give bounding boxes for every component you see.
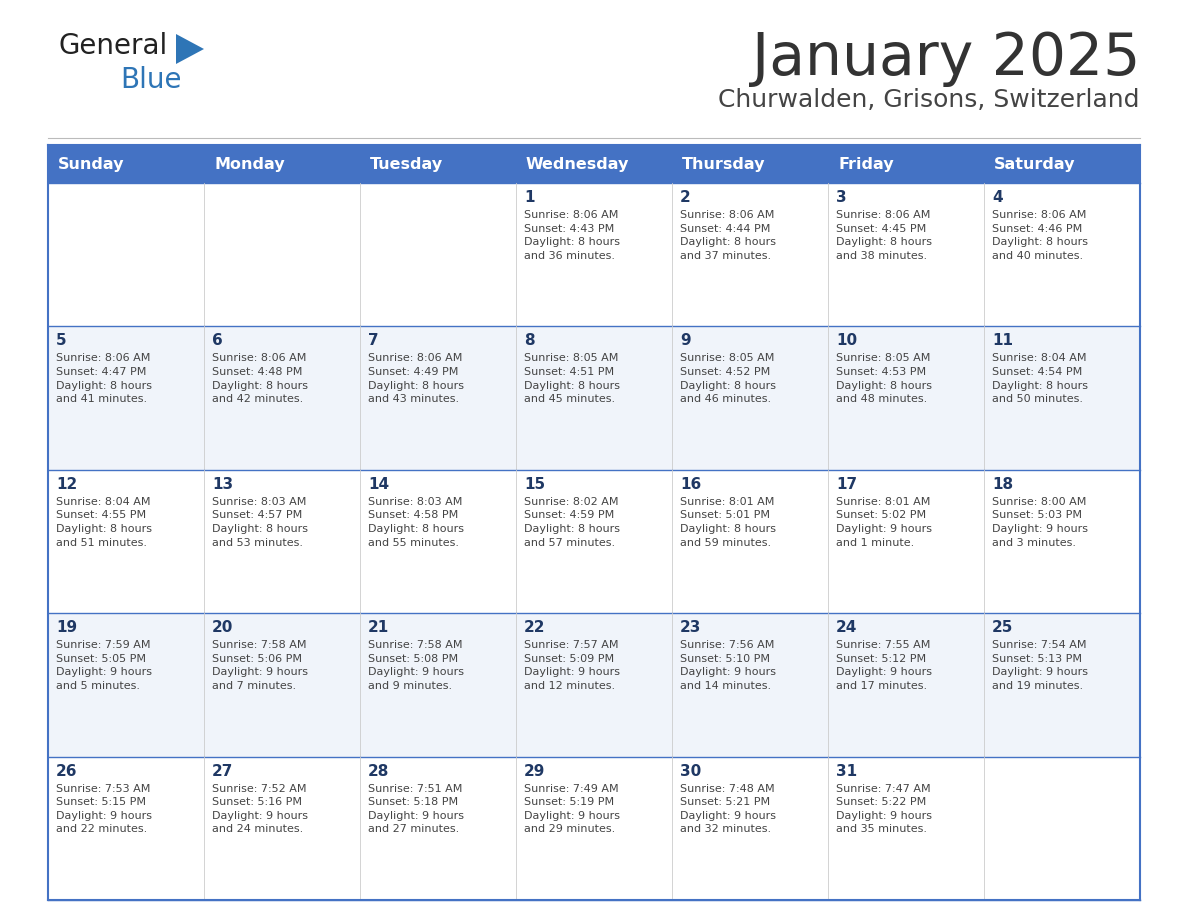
Text: Sunrise: 7:47 AM
Sunset: 5:22 PM
Daylight: 9 hours
and 35 minutes.: Sunrise: 7:47 AM Sunset: 5:22 PM Dayligh… [836, 784, 933, 834]
Text: Thursday: Thursday [682, 156, 765, 172]
Text: Tuesday: Tuesday [369, 156, 443, 172]
Text: Sunrise: 7:52 AM
Sunset: 5:16 PM
Daylight: 9 hours
and 24 minutes.: Sunrise: 7:52 AM Sunset: 5:16 PM Dayligh… [211, 784, 308, 834]
Text: Sunrise: 8:05 AM
Sunset: 4:53 PM
Daylight: 8 hours
and 48 minutes.: Sunrise: 8:05 AM Sunset: 4:53 PM Dayligh… [836, 353, 933, 404]
Text: Sunrise: 8:03 AM
Sunset: 4:58 PM
Daylight: 8 hours
and 55 minutes.: Sunrise: 8:03 AM Sunset: 4:58 PM Dayligh… [368, 497, 465, 548]
Polygon shape [176, 34, 204, 64]
Text: 29: 29 [524, 764, 545, 778]
Text: Sunrise: 8:00 AM
Sunset: 5:03 PM
Daylight: 9 hours
and 3 minutes.: Sunrise: 8:00 AM Sunset: 5:03 PM Dayligh… [992, 497, 1088, 548]
Text: Saturday: Saturday [994, 156, 1075, 172]
Text: 15: 15 [524, 476, 545, 492]
Text: 11: 11 [992, 333, 1013, 349]
Text: 14: 14 [368, 476, 390, 492]
Text: 27: 27 [211, 764, 233, 778]
Text: 17: 17 [836, 476, 857, 492]
Text: Sunrise: 7:56 AM
Sunset: 5:10 PM
Daylight: 9 hours
and 14 minutes.: Sunrise: 7:56 AM Sunset: 5:10 PM Dayligh… [680, 640, 776, 691]
Text: Sunrise: 8:06 AM
Sunset: 4:43 PM
Daylight: 8 hours
and 36 minutes.: Sunrise: 8:06 AM Sunset: 4:43 PM Dayligh… [524, 210, 620, 261]
Text: 10: 10 [836, 333, 857, 349]
Text: Monday: Monday [214, 156, 285, 172]
Text: Sunday: Sunday [58, 156, 125, 172]
Text: Churwalden, Grisons, Switzerland: Churwalden, Grisons, Switzerland [719, 88, 1140, 112]
Text: 20: 20 [211, 621, 233, 635]
Text: Sunrise: 7:57 AM
Sunset: 5:09 PM
Daylight: 9 hours
and 12 minutes.: Sunrise: 7:57 AM Sunset: 5:09 PM Dayligh… [524, 640, 620, 691]
Text: 9: 9 [680, 333, 690, 349]
Text: Sunrise: 8:06 AM
Sunset: 4:47 PM
Daylight: 8 hours
and 41 minutes.: Sunrise: 8:06 AM Sunset: 4:47 PM Dayligh… [56, 353, 152, 404]
Text: 5: 5 [56, 333, 67, 349]
Text: 24: 24 [836, 621, 858, 635]
Bar [48, 327, 1140, 470]
Text: 26: 26 [56, 764, 77, 778]
Text: 22: 22 [524, 621, 545, 635]
Text: Friday: Friday [838, 156, 893, 172]
Text: Wednesday: Wednesday [526, 156, 630, 172]
Text: Sunrise: 8:04 AM
Sunset: 4:54 PM
Daylight: 8 hours
and 50 minutes.: Sunrise: 8:04 AM Sunset: 4:54 PM Dayligh… [992, 353, 1088, 404]
Text: Sunrise: 8:06 AM
Sunset: 4:48 PM
Daylight: 8 hours
and 42 minutes.: Sunrise: 8:06 AM Sunset: 4:48 PM Dayligh… [211, 353, 308, 404]
Text: Sunrise: 7:53 AM
Sunset: 5:15 PM
Daylight: 9 hours
and 22 minutes.: Sunrise: 7:53 AM Sunset: 5:15 PM Dayligh… [56, 784, 152, 834]
Text: 6: 6 [211, 333, 223, 349]
Text: 18: 18 [992, 476, 1013, 492]
Text: 21: 21 [368, 621, 390, 635]
Text: Sunrise: 7:59 AM
Sunset: 5:05 PM
Daylight: 9 hours
and 5 minutes.: Sunrise: 7:59 AM Sunset: 5:05 PM Dayligh… [56, 640, 152, 691]
Text: Sunrise: 7:55 AM
Sunset: 5:12 PM
Daylight: 9 hours
and 17 minutes.: Sunrise: 7:55 AM Sunset: 5:12 PM Dayligh… [836, 640, 933, 691]
Text: Sunrise: 8:06 AM
Sunset: 4:44 PM
Daylight: 8 hours
and 37 minutes.: Sunrise: 8:06 AM Sunset: 4:44 PM Dayligh… [680, 210, 776, 261]
Text: General: General [58, 32, 168, 60]
Bar [48, 613, 1140, 756]
Text: Sunrise: 8:01 AM
Sunset: 5:02 PM
Daylight: 9 hours
and 1 minute.: Sunrise: 8:01 AM Sunset: 5:02 PM Dayligh… [836, 497, 933, 548]
Text: Sunrise: 7:48 AM
Sunset: 5:21 PM
Daylight: 9 hours
and 32 minutes.: Sunrise: 7:48 AM Sunset: 5:21 PM Dayligh… [680, 784, 776, 834]
Text: Sunrise: 8:01 AM
Sunset: 5:01 PM
Daylight: 8 hours
and 59 minutes.: Sunrise: 8:01 AM Sunset: 5:01 PM Dayligh… [680, 497, 776, 548]
Text: Sunrise: 8:06 AM
Sunset: 4:46 PM
Daylight: 8 hours
and 40 minutes.: Sunrise: 8:06 AM Sunset: 4:46 PM Dayligh… [992, 210, 1088, 261]
Text: Sunrise: 8:03 AM
Sunset: 4:57 PM
Daylight: 8 hours
and 53 minutes.: Sunrise: 8:03 AM Sunset: 4:57 PM Dayligh… [211, 497, 308, 548]
Text: Sunrise: 8:06 AM
Sunset: 4:49 PM
Daylight: 8 hours
and 43 minutes.: Sunrise: 8:06 AM Sunset: 4:49 PM Dayligh… [368, 353, 465, 404]
Text: 2: 2 [680, 190, 690, 205]
Text: 16: 16 [680, 476, 701, 492]
Text: 23: 23 [680, 621, 701, 635]
Text: 12: 12 [56, 476, 77, 492]
Text: Sunrise: 8:02 AM
Sunset: 4:59 PM
Daylight: 8 hours
and 57 minutes.: Sunrise: 8:02 AM Sunset: 4:59 PM Dayligh… [524, 497, 620, 548]
Bar [48, 756, 1140, 900]
Text: Sunrise: 7:54 AM
Sunset: 5:13 PM
Daylight: 9 hours
and 19 minutes.: Sunrise: 7:54 AM Sunset: 5:13 PM Dayligh… [992, 640, 1088, 691]
Text: 25: 25 [992, 621, 1013, 635]
Text: Sunrise: 8:05 AM
Sunset: 4:52 PM
Daylight: 8 hours
and 46 minutes.: Sunrise: 8:05 AM Sunset: 4:52 PM Dayligh… [680, 353, 776, 404]
Text: Blue: Blue [120, 66, 182, 94]
Text: 4: 4 [992, 190, 1003, 205]
Text: Sunrise: 8:04 AM
Sunset: 4:55 PM
Daylight: 8 hours
and 51 minutes.: Sunrise: 8:04 AM Sunset: 4:55 PM Dayligh… [56, 497, 152, 548]
Text: 19: 19 [56, 621, 77, 635]
Text: 13: 13 [211, 476, 233, 492]
Text: 31: 31 [836, 764, 857, 778]
Text: 28: 28 [368, 764, 390, 778]
Bar [48, 145, 1140, 183]
Bar [48, 470, 1140, 613]
Text: 7: 7 [368, 333, 379, 349]
Bar [48, 183, 1140, 327]
Text: Sunrise: 7:58 AM
Sunset: 5:08 PM
Daylight: 9 hours
and 9 minutes.: Sunrise: 7:58 AM Sunset: 5:08 PM Dayligh… [368, 640, 465, 691]
Text: Sunrise: 8:05 AM
Sunset: 4:51 PM
Daylight: 8 hours
and 45 minutes.: Sunrise: 8:05 AM Sunset: 4:51 PM Dayligh… [524, 353, 620, 404]
Text: 30: 30 [680, 764, 701, 778]
Text: January 2025: January 2025 [752, 30, 1140, 87]
Text: Sunrise: 8:06 AM
Sunset: 4:45 PM
Daylight: 8 hours
and 38 minutes.: Sunrise: 8:06 AM Sunset: 4:45 PM Dayligh… [836, 210, 933, 261]
Text: Sunrise: 7:51 AM
Sunset: 5:18 PM
Daylight: 9 hours
and 27 minutes.: Sunrise: 7:51 AM Sunset: 5:18 PM Dayligh… [368, 784, 465, 834]
Text: 3: 3 [836, 190, 847, 205]
Text: Sunrise: 7:49 AM
Sunset: 5:19 PM
Daylight: 9 hours
and 29 minutes.: Sunrise: 7:49 AM Sunset: 5:19 PM Dayligh… [524, 784, 620, 834]
Text: 8: 8 [524, 333, 535, 349]
Text: 1: 1 [524, 190, 535, 205]
Text: Sunrise: 7:58 AM
Sunset: 5:06 PM
Daylight: 9 hours
and 7 minutes.: Sunrise: 7:58 AM Sunset: 5:06 PM Dayligh… [211, 640, 308, 691]
